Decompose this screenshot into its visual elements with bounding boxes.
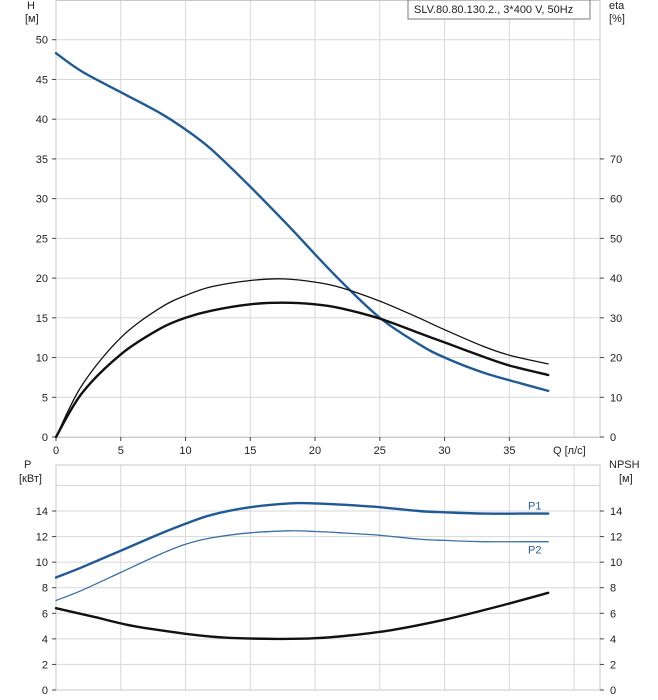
- x-tick-label: 25: [374, 445, 386, 457]
- chart-title: SLV.80.80.130.2., 3*400 V, 50Hz: [414, 4, 573, 16]
- top-right-tick-label: 20: [610, 353, 622, 365]
- bottom-right-tick-label: 14: [610, 506, 622, 518]
- top-axis-labels: H [м] eta [%] Q [л/с]: [25, 0, 625, 457]
- top-left-tick-label: 15: [36, 313, 48, 325]
- npsh-curve: [54, 591, 550, 641]
- power-npsh-panel: 0 2 4 6 8 10 12 14 0 2 4 6 8 10 12 14 P [кВт] NPSH [м] …: [19, 459, 640, 697]
- top-grid: [55, 0, 600, 438]
- top-right-tick-label: 0: [610, 432, 616, 444]
- top-left-tick-label: 50: [36, 35, 48, 47]
- head-curve-h: [54, 52, 550, 393]
- top-left-tick-label: 5: [42, 392, 48, 404]
- series-label-p1: P1: [528, 501, 541, 513]
- top-left-tick-label: 20: [36, 273, 48, 285]
- y-axis-label-eta: eta: [609, 0, 625, 12]
- bottom-axis-labels: P [кВт] NPSH [м] P1 P2: [19, 459, 640, 557]
- x-tick-label: 0: [53, 445, 59, 457]
- top-right-tick-label: 40: [610, 273, 622, 285]
- top-right-tick-label: 60: [610, 194, 622, 206]
- top-left-tick-label: 30: [36, 194, 48, 206]
- x-tick-label: 10: [179, 445, 191, 457]
- x-tick-label: 30: [438, 445, 450, 457]
- bottom-right-tick-label: 6: [610, 608, 616, 620]
- y-axis-unit-eta: [%]: [609, 13, 625, 25]
- top-left-tick-label: 10: [36, 353, 48, 365]
- x-axis-label-q: Q [л/с]: [553, 445, 586, 457]
- bottom-left-tick-label: 12: [36, 532, 48, 544]
- x-tick-label: 5: [118, 445, 124, 457]
- bottom-left-tick-label: 6: [42, 608, 48, 620]
- bottom-right-tick-label: 0: [610, 685, 616, 697]
- top-left-tick-label: 25: [36, 233, 48, 245]
- bottom-left-tick-label: 2: [42, 659, 48, 671]
- bottom-right-tick-label: 4: [610, 634, 616, 646]
- top-right-tick-label: 30: [610, 313, 622, 325]
- power-curve-p1: [54, 501, 550, 579]
- y-axis-unit-p: [кВт]: [19, 473, 42, 485]
- bottom-right-tick-label: 10: [610, 557, 622, 569]
- x-tick-label: 20: [309, 445, 321, 457]
- bottom-left-tick-label: 0: [42, 685, 48, 697]
- bottom-axis-ticks: 0 2 4 6 8 10 12 14 0 2 4 6 8 10 12 14: [36, 506, 623, 697]
- top-left-tick-label: 35: [36, 154, 48, 166]
- bottom-grid: [55, 465, 600, 691]
- top-right-tick-label: 10: [610, 392, 622, 404]
- top-left-tick-label: 0: [42, 432, 48, 444]
- bottom-right-tick-label: 8: [610, 583, 616, 595]
- efficiency-curve-eta-thin: [55, 278, 549, 438]
- series-label-p2: P2: [528, 545, 541, 557]
- bottom-series-lines: [54, 501, 550, 641]
- bottom-right-tick-label: 12: [610, 532, 622, 544]
- y-axis-label-npsh: NPSH: [609, 459, 640, 471]
- bottom-left-tick-label: 4: [42, 634, 48, 646]
- y-axis-unit-npsh: [м]: [619, 473, 633, 485]
- bottom-left-tick-label: 14: [36, 506, 48, 518]
- top-plot-frame: [55, 0, 601, 438]
- chart-title-frame: [407, 0, 591, 20]
- chart-title-box: SLV.80.80.130.2., 3*400 V, 50Hz: [407, 0, 591, 20]
- y-axis-label-p: P: [24, 459, 31, 471]
- top-left-tick-label: 40: [36, 114, 48, 126]
- x-tick-label: 15: [244, 445, 256, 457]
- y-axis-unit-h: [м]: [25, 13, 39, 25]
- bottom-left-tick-label: 8: [42, 583, 48, 595]
- top-series-lines: [54, 52, 550, 439]
- power-curve-p2: [55, 530, 549, 602]
- top-right-tick-label: 70: [610, 154, 622, 166]
- bottom-right-tick-label: 2: [610, 659, 616, 671]
- head-efficiency-panel: 0 5 10 15 20 25 30 35 40 45 50 0 10 20 30 40 50 60 70 0 5 10 1…: [25, 0, 625, 457]
- x-tick-label: 35: [503, 445, 515, 457]
- top-right-tick-label: 50: [610, 233, 622, 245]
- efficiency-curve-eta: [54, 301, 550, 439]
- bottom-left-tick-label: 10: [36, 557, 48, 569]
- bottom-plot-frame: [55, 464, 601, 691]
- top-left-tick-label: 45: [36, 74, 48, 86]
- top-axis-ticks: 0 5 10 15 20 25 30 35 40 45 50 0 10 20 30 40 50 60 70 0 5 10 1…: [36, 35, 623, 457]
- y-axis-label-h: H: [27, 0, 35, 12]
